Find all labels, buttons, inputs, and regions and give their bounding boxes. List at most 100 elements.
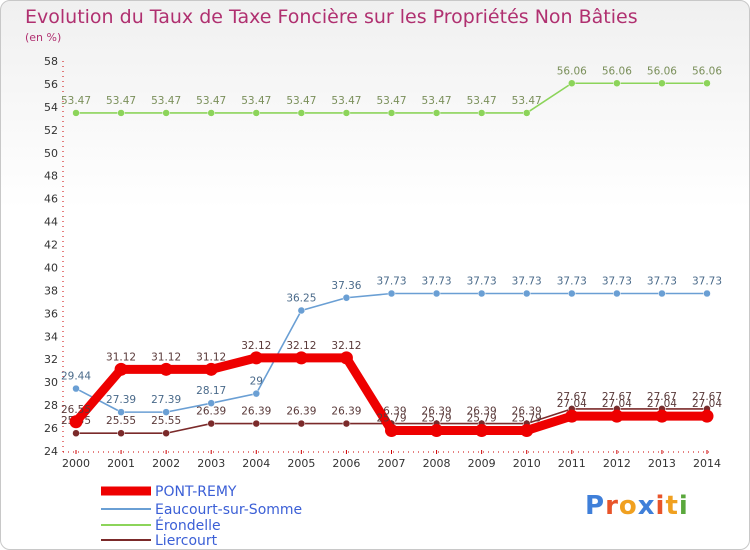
data-point xyxy=(114,362,128,376)
y-tick-label: 48 xyxy=(44,170,58,183)
data-point xyxy=(703,79,711,88)
x-tick-label: 2007 xyxy=(378,457,406,470)
data-point xyxy=(387,289,396,298)
data-point xyxy=(204,362,218,376)
x-tick-label: 2002 xyxy=(152,457,180,470)
data-label: 26.39 xyxy=(286,406,316,418)
data-label: 27.04 xyxy=(557,398,587,410)
data-label: 27.04 xyxy=(602,398,632,410)
legend-label: Eaucourt-sur-Somme xyxy=(155,502,302,518)
data-label: 25.79 xyxy=(512,412,542,424)
x-tick-label: 2010 xyxy=(513,457,541,470)
data-label: 27.39 xyxy=(106,394,136,406)
x-tick-label: 2011 xyxy=(558,457,586,470)
legend-item-0: PONT-REMY xyxy=(101,484,237,500)
data-label: 26.39 xyxy=(512,406,542,418)
data-label: 27.67 xyxy=(557,391,587,403)
y-tick-label: 36 xyxy=(44,307,58,320)
data-label: 31.12 xyxy=(196,351,226,363)
y-tick-label: 28 xyxy=(44,399,58,412)
data-label: 32.12 xyxy=(241,340,271,352)
y-tick-label: 38 xyxy=(44,284,58,297)
data-label: 53.47 xyxy=(61,95,91,107)
data-point xyxy=(477,289,486,298)
data-label: 56.06 xyxy=(602,65,632,77)
data-label: 28.17 xyxy=(196,385,226,397)
brand-letter: t xyxy=(665,491,679,521)
data-point xyxy=(387,109,396,117)
y-tick-label: 30 xyxy=(44,376,58,389)
data-label: 56.06 xyxy=(647,65,677,77)
data-point xyxy=(522,109,531,117)
y-tick-label: 56 xyxy=(44,78,58,91)
data-point xyxy=(117,429,125,437)
data-point xyxy=(342,419,351,428)
data-point xyxy=(207,419,215,428)
data-label: 26.39 xyxy=(467,406,497,418)
x-tick-label: 2000 xyxy=(62,457,90,470)
brand-logo: Proxiti xyxy=(585,491,689,521)
data-label: 27.67 xyxy=(602,391,632,403)
legend-label: Liercourt xyxy=(155,533,218,549)
data-point xyxy=(297,419,306,428)
y-tick-label: 54 xyxy=(44,101,58,114)
y-tick-label: 40 xyxy=(44,261,58,274)
data-label: 36.25 xyxy=(286,292,316,304)
x-tick-label: 2001 xyxy=(107,457,135,470)
brand-letter: P xyxy=(585,491,606,521)
data-label: 27.04 xyxy=(692,398,722,410)
data-label: 37.73 xyxy=(376,276,406,288)
data-point xyxy=(162,109,170,117)
data-label: 37.73 xyxy=(692,276,722,288)
data-label: 53.47 xyxy=(376,95,406,107)
data-label: 25.79 xyxy=(422,412,452,424)
data-label: 37.73 xyxy=(602,276,632,288)
data-point xyxy=(339,351,353,365)
data-label: 53.47 xyxy=(241,95,271,107)
y-tick-label: 42 xyxy=(44,239,58,252)
data-point xyxy=(69,415,83,429)
y-tick-label: 34 xyxy=(44,330,58,343)
data-label: 31.12 xyxy=(106,351,136,363)
x-tick-label: 2008 xyxy=(423,457,451,470)
data-label: 26.39 xyxy=(196,406,226,418)
data-point xyxy=(117,109,125,117)
data-point xyxy=(700,409,714,423)
data-label: 27.67 xyxy=(692,391,722,403)
data-point xyxy=(430,423,444,437)
data-point xyxy=(297,109,306,117)
data-label: 29.44 xyxy=(61,371,91,383)
data-label: 32.12 xyxy=(286,340,316,352)
data-point xyxy=(252,389,261,398)
x-tick-label: 2004 xyxy=(242,457,270,470)
data-label: 53.47 xyxy=(512,95,542,107)
data-point xyxy=(252,419,261,428)
x-tick-label: 2003 xyxy=(197,457,225,470)
data-label: 53.47 xyxy=(196,95,226,107)
data-label: 25.79 xyxy=(376,412,406,424)
data-label: 37.73 xyxy=(467,276,497,288)
brand-letter: r xyxy=(605,491,619,521)
data-label: 37.73 xyxy=(647,276,677,288)
data-label: 56.06 xyxy=(557,65,587,77)
brand-letter: x xyxy=(637,491,656,521)
data-point xyxy=(207,109,215,117)
data-point xyxy=(294,351,308,365)
data-label: 37.73 xyxy=(422,276,452,288)
data-point xyxy=(72,384,80,393)
data-label: 53.47 xyxy=(331,95,361,107)
y-tick-label: 58 xyxy=(44,55,58,68)
data-point xyxy=(162,408,170,416)
data-point xyxy=(568,289,576,298)
data-point xyxy=(613,79,621,88)
data-point xyxy=(72,429,80,437)
data-label: 37.73 xyxy=(512,276,542,288)
data-point xyxy=(520,423,534,437)
data-point xyxy=(207,399,215,407)
y-tick-label: 46 xyxy=(44,193,58,206)
series-1: 29.44 27.39 27.39 28.17 29 36.25 37.36 37.73 37.… xyxy=(61,276,722,416)
data-label: 26.39 xyxy=(422,406,452,418)
series-0: 26.55 31.12 31.12 31.12 32.12 32.12 32.12 25.79… xyxy=(61,340,722,437)
